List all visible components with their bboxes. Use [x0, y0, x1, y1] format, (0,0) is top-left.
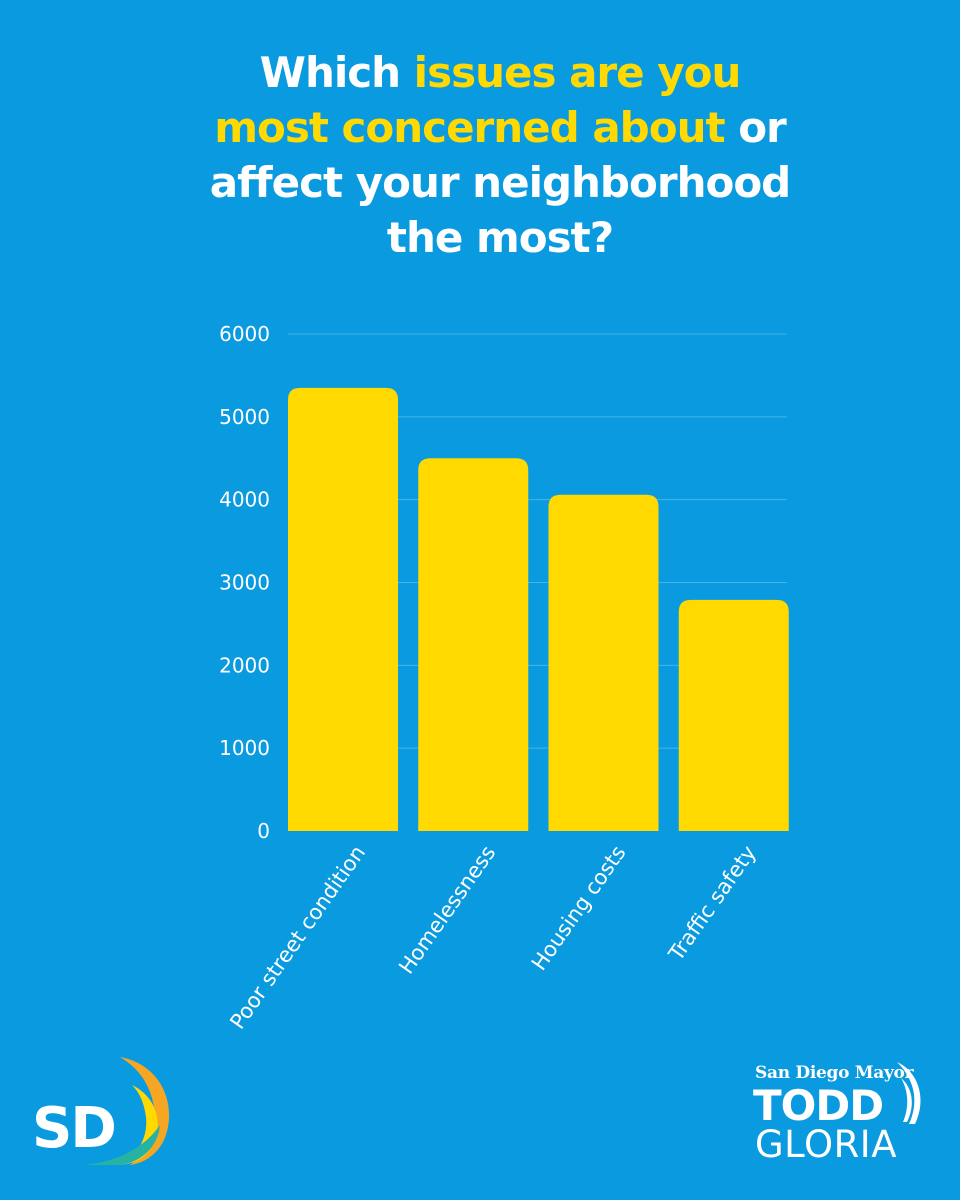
bar: [418, 458, 529, 831]
y-tick-label: 5000: [219, 405, 270, 429]
title-highlight: issues are you most concerned about: [214, 48, 741, 152]
y-tick-label: 3000: [219, 571, 270, 595]
bar: [678, 599, 789, 831]
mayor-logo: San Diego Mayor TODD GLORIA: [745, 1060, 930, 1170]
mayor-logo-line1: San Diego Mayor: [755, 1063, 914, 1083]
y-tick-label: 0: [257, 819, 270, 843]
y-tick-label: 4000: [219, 488, 270, 512]
mayor-logo-line3: GLORIA: [755, 1123, 898, 1166]
x-tick-label: Homelessness: [394, 841, 500, 978]
sd-logo-text: SD: [32, 1096, 115, 1161]
mayor-logo-line2: TODD: [753, 1081, 884, 1130]
x-tick-label: Poor street condition: [225, 841, 370, 1033]
y-tick-label: 1000: [219, 736, 270, 760]
y-tick-label: 6000: [219, 322, 270, 346]
sail-icon: [897, 1062, 921, 1124]
bar-chart: 0 1000 2000 3000 4000 5000 6000 Poor street con…: [219, 322, 789, 1034]
chart-title: Which issues are you most concerned abou…: [200, 45, 800, 265]
title-part-1: Which: [259, 48, 414, 97]
sd-logo: SD: [22, 1055, 182, 1169]
bar: [288, 387, 398, 831]
title-part-3: or affect your neighborhood the most?: [209, 103, 791, 262]
y-tick-label: 2000: [219, 653, 270, 677]
bar: [548, 494, 659, 831]
x-tick-label: Traffic safety: [663, 841, 760, 966]
x-tick-label: Housing costs: [527, 841, 631, 975]
